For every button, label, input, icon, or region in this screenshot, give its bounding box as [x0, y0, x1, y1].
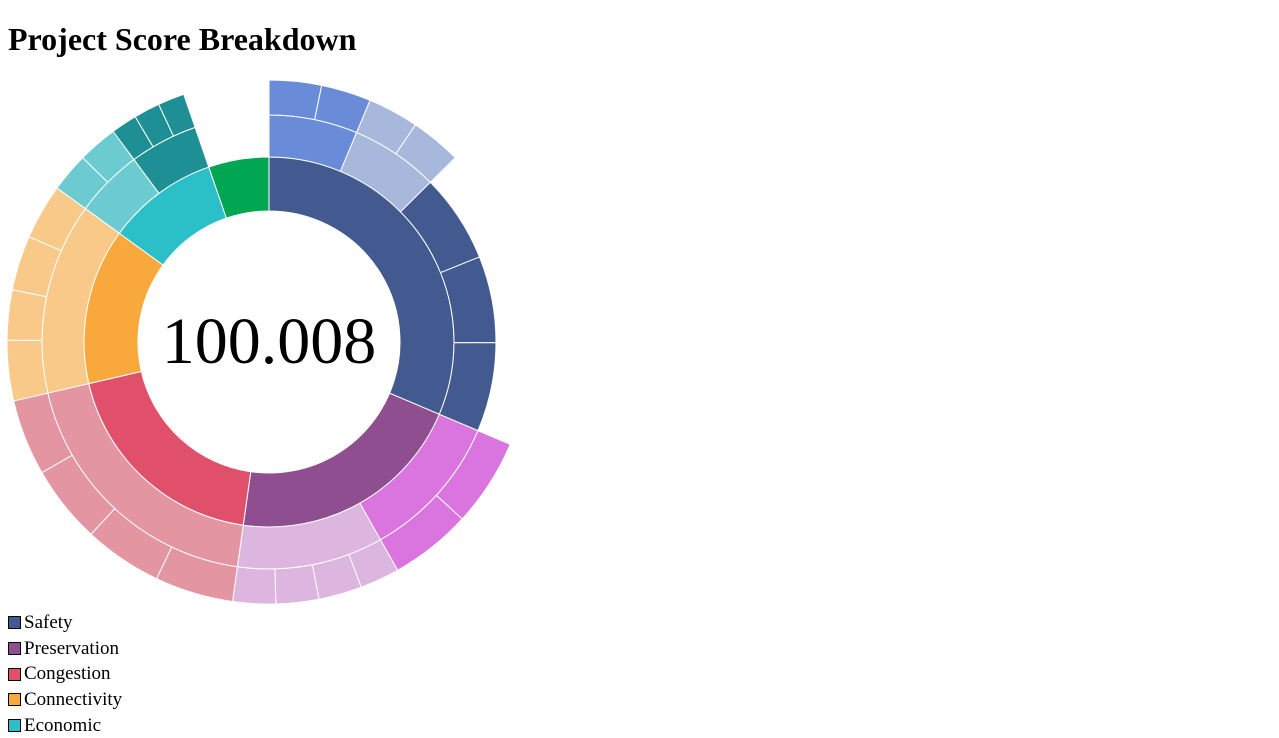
legend-swatch-preservation: [8, 642, 21, 656]
legend-swatch-economic: [8, 719, 21, 733]
legend-swatch-congestion: [8, 667, 21, 681]
legend-item-safety[interactable]: Safety: [8, 610, 122, 636]
sunburst-chart: [0, 70, 540, 610]
legend-label: Safety: [24, 611, 73, 633]
sunburst-svg: [6, 79, 511, 605]
legend-item-congestion[interactable]: Congestion: [8, 661, 122, 687]
sunburst-segment-preservation-b4[interactable]: [231, 566, 277, 605]
legend-swatch-connectivity: [8, 693, 21, 707]
sunburst-segment-safety-b2[interactable]: [395, 124, 456, 184]
sunburst-segment-connectivity-a1[interactable]: [6, 339, 49, 402]
chart-title: Project Score Breakdown: [8, 21, 357, 57]
sunburst-segment-safety-a1[interactable]: [268, 79, 323, 121]
legend-label: Congestion: [24, 663, 111, 685]
sunburst-segment-connectivity-a2[interactable]: [6, 289, 48, 341]
legend: Safety Preservation Congestion Connectiv…: [8, 610, 122, 738]
sunburst-segment-other-green-[interactable]: [208, 156, 270, 219]
legend-item-preservation[interactable]: Preservation: [8, 636, 122, 662]
legend-label: Economic: [24, 714, 102, 736]
legend-swatch-safety: [8, 616, 21, 630]
legend-label: Preservation: [24, 637, 119, 659]
sunburst-segment-economic-b3[interactable]: [158, 93, 196, 137]
legend-item-connectivity[interactable]: Connectivity: [8, 687, 122, 713]
sunburst-segment-preservation-b3[interactable]: [274, 564, 320, 605]
legend-label: Connectivity: [24, 688, 123, 710]
legend-item-economic[interactable]: Economic: [8, 713, 122, 738]
center-total-value: 100.008: [161, 305, 377, 378]
